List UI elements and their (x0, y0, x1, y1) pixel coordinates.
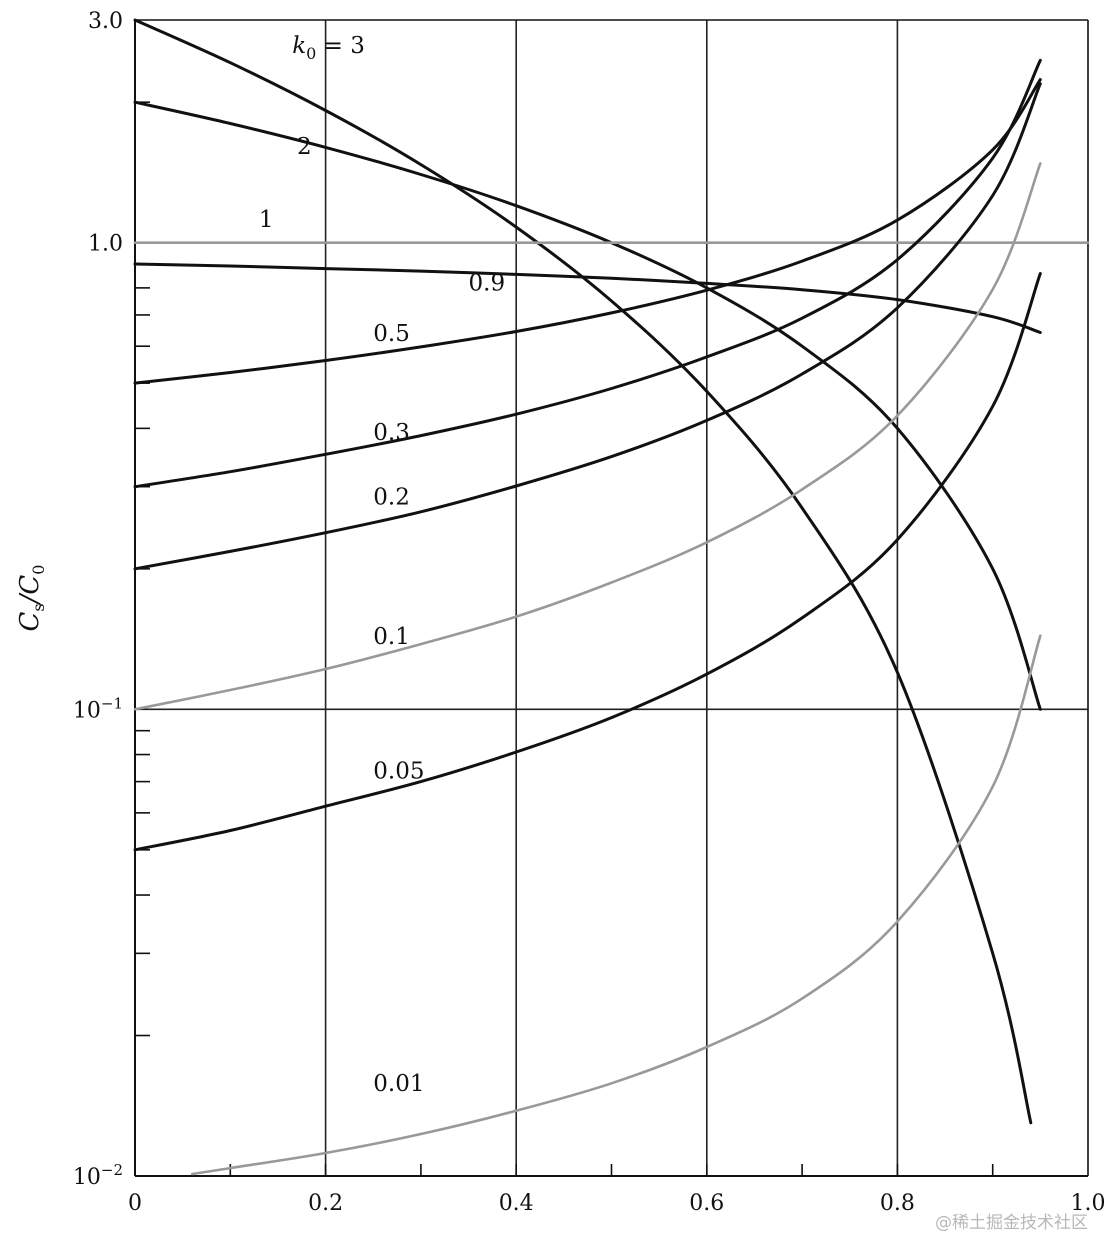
watermark-text: @稀土掘金技术社区 (935, 1213, 1088, 1233)
curve-label: 0.3 (373, 420, 410, 446)
x-tick-label: 0 (128, 1191, 142, 1216)
curve-label: 0.5 (373, 321, 410, 347)
series-line-0.2 (133, 82, 1042, 571)
series-lines (133, 18, 1090, 1176)
curve-label: 1 (259, 207, 274, 233)
axes (134, 19, 1089, 1177)
series-line-2 (133, 100, 1042, 711)
x-tick-label: 0.8 (880, 1191, 915, 1216)
grid-lines (135, 20, 1088, 1176)
x-tick-label: 0.6 (689, 1191, 724, 1216)
y-tick-label: 10−1 (73, 694, 123, 723)
tick-labels: 0 0.2 0.4 0.6 0.8 1.0 3.0 1.0 10−1 10−2 (73, 9, 1104, 1216)
series-line-0.9 (133, 262, 1042, 334)
series-line-0.3 (133, 58, 1042, 489)
curve-label: 2 (297, 134, 312, 160)
y-tick-label: 10−2 (73, 1161, 123, 1190)
series-line-0.1 (133, 162, 1042, 711)
curve-label: 0.05 (373, 759, 424, 785)
x-tick-label: 1.0 (1071, 1191, 1104, 1216)
y-tick-label: 1.0 (88, 232, 123, 257)
series-line-0.01 (190, 634, 1042, 1176)
series-line-k0---3 (133, 18, 1033, 1125)
x-tick-label: 0.2 (308, 1191, 343, 1216)
curve-label: 0.9 (469, 270, 506, 296)
series-line-0.5 (133, 78, 1042, 385)
curve-labels: k0 = 3 2 1 0.9 0.5 0.3 0.2 0.1 0.05 0.01 (259, 33, 505, 1097)
series-line-0.05 (133, 272, 1042, 852)
curve-label: 0.1 (373, 624, 410, 650)
x-tick-label: 0.4 (499, 1191, 534, 1216)
curve-label: 0.2 (373, 484, 410, 510)
curve-label: k0 = 3 (292, 33, 365, 63)
curve-label: 0.01 (373, 1071, 424, 1097)
y-tick-label: 3.0 (88, 9, 123, 34)
y-axis-label: Cs/C0 (15, 565, 48, 632)
